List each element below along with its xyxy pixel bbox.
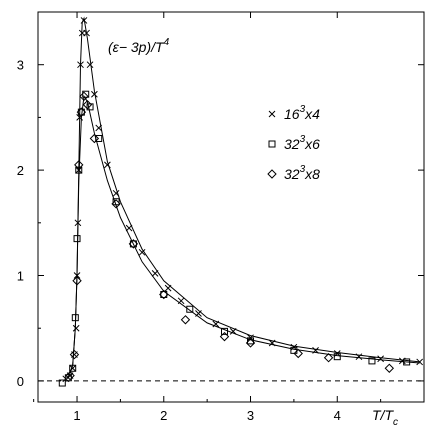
annotation-text: (ε− 3p)/T bbox=[108, 39, 165, 55]
legend-label-base: 32 bbox=[284, 136, 300, 152]
legend-label-tail: x8 bbox=[304, 166, 320, 182]
y-tick-label: 2 bbox=[17, 163, 24, 178]
data-point-series-2 bbox=[333, 353, 341, 361]
legend-label-2: 323x6 bbox=[284, 134, 320, 152]
data-point-series-3 bbox=[159, 289, 169, 300]
x-tick-label: 2 bbox=[160, 408, 167, 423]
data-point-series-2 bbox=[73, 235, 81, 243]
legend-label-base: 32 bbox=[284, 166, 300, 182]
data-point-series-3 bbox=[76, 107, 87, 117]
data-point-series-2 bbox=[95, 134, 103, 142]
chart-annotation: (ε− 3p)/T4 bbox=[108, 37, 170, 55]
data-point-series-1 bbox=[73, 272, 81, 279]
data-point-series-3 bbox=[79, 91, 89, 102]
curve-fit-continuum bbox=[67, 94, 420, 378]
x-tick-label: 1 bbox=[73, 408, 80, 423]
legend-label-superscript: 3 bbox=[300, 104, 306, 115]
x-tick-label: 3 bbox=[247, 408, 254, 423]
data-point-series-1 bbox=[83, 29, 90, 37]
data-point-series-2 bbox=[75, 166, 83, 174]
y-tick-label: 1 bbox=[17, 269, 24, 284]
data-point-series-1 bbox=[177, 297, 185, 305]
data-point-series-1 bbox=[74, 219, 82, 227]
data-point-series-1 bbox=[112, 189, 120, 197]
data-point-series-3 bbox=[82, 100, 93, 110]
data-point-series-3 bbox=[180, 315, 191, 325]
data-point-series-3 bbox=[111, 199, 121, 209]
data-point-series-1 bbox=[164, 284, 172, 292]
data-point-series-2 bbox=[368, 357, 376, 365]
data-point-series-1 bbox=[138, 248, 146, 256]
chart-axes: 1 2 3 4 0 1 2 3 bbox=[17, 11, 425, 423]
data-point-series-2 bbox=[71, 314, 79, 322]
plot-frame bbox=[37, 11, 425, 403]
data-point-series-1 bbox=[195, 310, 202, 317]
data-point-series-3 bbox=[384, 363, 395, 373]
data-point-series-2 bbox=[220, 327, 228, 335]
data-point-series-1 bbox=[229, 328, 237, 335]
data-point-series-3 bbox=[72, 276, 82, 286]
data-point-series-1 bbox=[75, 166, 83, 174]
data-point-series-1 bbox=[104, 161, 111, 169]
data-point-series-3 bbox=[293, 348, 303, 359]
data-point-series-3 bbox=[65, 370, 75, 381]
data-point-series-1 bbox=[125, 224, 133, 232]
x-tick-label: 4 bbox=[334, 408, 341, 423]
data-point-series-2 bbox=[403, 358, 411, 366]
legend-label-3: 323x8 bbox=[284, 164, 320, 182]
x-axis-label: T/Tc bbox=[372, 407, 398, 428]
annotation-superscript: 4 bbox=[164, 37, 170, 48]
data-point-series-1 bbox=[212, 320, 220, 328]
y-tick-label: 0 bbox=[17, 374, 24, 389]
data-point-series-1 bbox=[80, 17, 88, 24]
y-tick-label: 3 bbox=[17, 58, 24, 73]
data-point-series-1 bbox=[69, 364, 77, 372]
data-point-series-1 bbox=[77, 61, 84, 69]
data-point-series-3 bbox=[89, 133, 100, 144]
legend-label-base: 16 bbox=[284, 106, 300, 122]
data-point-series-1 bbox=[86, 61, 94, 69]
data-point-series-1 bbox=[416, 358, 424, 366]
legend-label-1: 163x4 bbox=[284, 104, 320, 122]
curve-fit-16x4 bbox=[67, 16, 420, 378]
legend-label-tail: x4 bbox=[304, 106, 320, 122]
legend-marker-1 bbox=[268, 110, 276, 118]
data-point-series-1 bbox=[312, 346, 319, 354]
data-point-series-1 bbox=[72, 324, 80, 332]
legend-label-superscript: 3 bbox=[300, 134, 306, 145]
data-point-series-3 bbox=[219, 331, 230, 342]
data-point-series-1 bbox=[151, 270, 159, 277]
x-axis-label-subscript: c bbox=[393, 417, 398, 428]
data-point-series-2 bbox=[247, 337, 255, 345]
data-point-series-3 bbox=[128, 239, 139, 249]
legend-label-superscript: 3 bbox=[300, 164, 306, 175]
data-point-series-3 bbox=[323, 353, 334, 363]
x-axis-label-main: T/T bbox=[372, 407, 394, 423]
data-point-series-2 bbox=[160, 290, 168, 298]
fit-curves bbox=[67, 16, 420, 378]
data-point-series-2 bbox=[69, 364, 77, 372]
data-point-series-1 bbox=[355, 353, 363, 361]
legend-marker-3 bbox=[267, 169, 277, 179]
data-point-series-1 bbox=[268, 339, 276, 347]
data-point-series-1 bbox=[377, 355, 384, 363]
data-point-series-2 bbox=[77, 108, 85, 116]
data-point-series-2 bbox=[58, 379, 66, 387]
legend-marker-2 bbox=[268, 140, 276, 148]
data-point-series-3 bbox=[245, 338, 256, 348]
data-point-series-1 bbox=[95, 124, 103, 132]
legend-label-tail: x6 bbox=[304, 136, 320, 152]
data-point-series-2 bbox=[186, 305, 194, 313]
data-point-series-3 bbox=[74, 160, 84, 170]
data-point-series-2 bbox=[112, 198, 120, 206]
data-markers bbox=[58, 17, 424, 387]
data-point-series-1 bbox=[91, 90, 98, 98]
data-point-series-3 bbox=[69, 349, 80, 360]
data-point-series-2 bbox=[129, 240, 137, 248]
